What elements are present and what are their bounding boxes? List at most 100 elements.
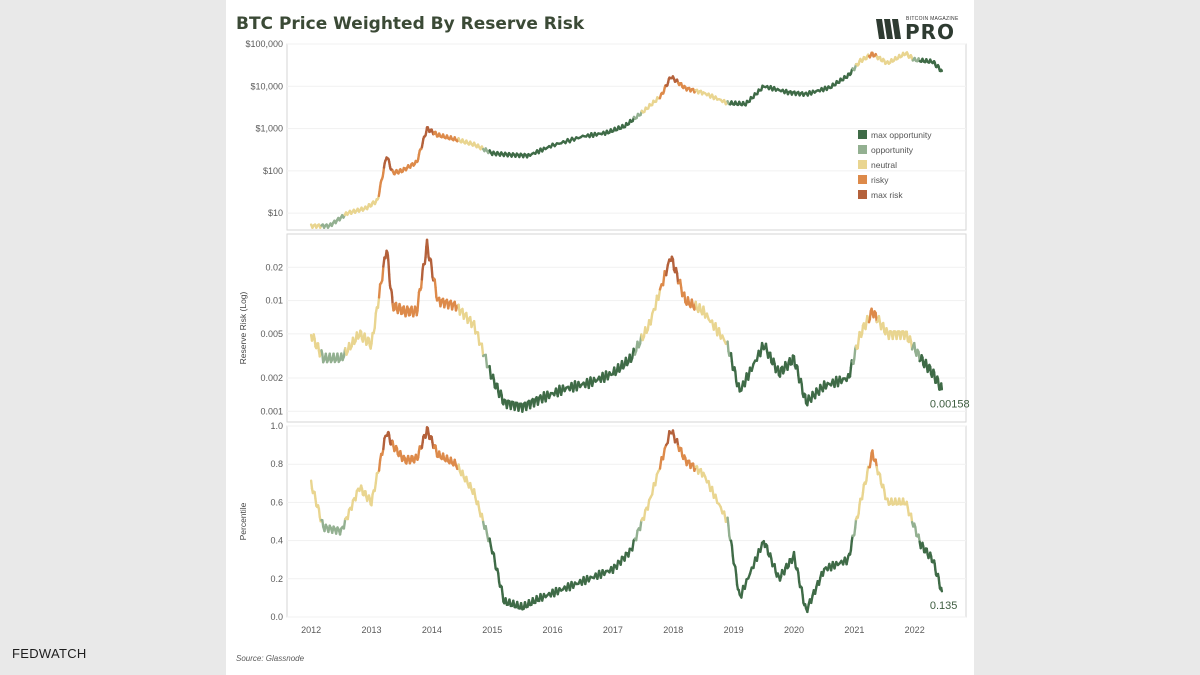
data-line-segment xyxy=(382,437,386,451)
data-line-segment xyxy=(476,331,481,346)
data-line-segment xyxy=(680,447,684,458)
data-line-segment xyxy=(488,364,493,380)
data-line-segment xyxy=(472,488,477,499)
data-line-segment xyxy=(631,539,635,552)
data-line-segment xyxy=(309,479,314,490)
y-tick-label: 0.005 xyxy=(260,329,283,339)
data-line-segment xyxy=(373,481,378,493)
data-line-segment xyxy=(434,286,438,299)
data-line-segment xyxy=(501,592,505,603)
data-line-segment xyxy=(865,471,869,482)
data-line-segment xyxy=(342,517,347,530)
data-line-segment xyxy=(853,526,857,537)
logo-bars-icon xyxy=(876,19,901,39)
data-line-segment xyxy=(381,265,385,282)
data-line-segment xyxy=(810,594,814,605)
data-line-segment xyxy=(895,330,900,341)
data-line-segment xyxy=(509,400,514,411)
chart-card: BTC Price Weighted By Reserve Risk BITCO… xyxy=(226,0,974,675)
legend-label: max opportunity xyxy=(871,130,932,140)
data-line-segment xyxy=(869,451,873,463)
data-line-segment xyxy=(370,493,374,507)
fedwatch-watermark: FEDWATCH xyxy=(12,646,87,661)
data-line-segment xyxy=(500,393,504,405)
legend-label: opportunity xyxy=(871,145,914,155)
data-line-segment xyxy=(743,578,748,591)
brand-logo: BITCOIN MAGAZINE PRO xyxy=(876,14,968,44)
data-line-segment xyxy=(857,503,861,515)
data-line-segment xyxy=(528,399,533,410)
data-line-segment xyxy=(661,447,666,461)
data-line-segment xyxy=(787,557,791,568)
y-tick-label: 1.0 xyxy=(270,421,283,431)
x-tick-label: 2015 xyxy=(482,625,502,635)
x-tick-label: 2018 xyxy=(663,625,683,635)
data-line-segment xyxy=(887,329,892,341)
data-line-segment xyxy=(317,507,321,518)
data-line-segment xyxy=(370,331,374,346)
end-value-label: 0.00158 xyxy=(930,398,970,410)
data-line-segment xyxy=(940,68,944,73)
y-tick-label: 0.001 xyxy=(260,406,283,416)
data-line-segment xyxy=(848,366,853,378)
data-line-segment xyxy=(759,541,764,553)
data-line-segment xyxy=(619,555,624,566)
data-line-segment xyxy=(860,324,865,335)
panel-frame xyxy=(286,425,967,618)
x-tick-label: 2013 xyxy=(361,625,381,635)
data-line-segment xyxy=(350,499,355,511)
logo-subtitle: BITCOIN MAGAZINE xyxy=(906,16,959,22)
data-line-segment xyxy=(714,493,719,505)
data-line-segment xyxy=(800,586,804,597)
data-line-segment xyxy=(731,554,735,565)
data-line-segment xyxy=(773,562,777,574)
y-tick-label: $10 xyxy=(268,208,283,218)
data-line-segment xyxy=(913,341,917,353)
data-line-segment xyxy=(493,560,497,570)
data-line-segment xyxy=(730,544,734,557)
data-line-segment xyxy=(316,342,321,352)
x-tick-label: 2019 xyxy=(724,625,744,635)
data-line-segment xyxy=(513,401,518,412)
data-line-segment xyxy=(792,550,797,561)
data-line-segment xyxy=(854,518,858,529)
data-line-segment xyxy=(755,548,760,562)
y-tick-label: 0.8 xyxy=(270,459,283,469)
data-line-segment xyxy=(484,353,489,369)
end-value-label: 0.135 xyxy=(930,600,958,612)
data-line-segment xyxy=(615,559,620,570)
data-line-segment xyxy=(635,529,639,542)
data-line-segment xyxy=(737,382,741,393)
data-line-segment xyxy=(658,456,663,470)
data-line-segment xyxy=(849,540,853,552)
data-line-segment xyxy=(899,330,903,341)
data-line-segment xyxy=(726,340,730,353)
data-line-segment xyxy=(484,525,489,536)
logo-pro-text: PRO xyxy=(905,20,956,44)
y-tick-label: $100,000 xyxy=(245,39,283,49)
data-line-segment xyxy=(651,481,655,496)
data-line-segment xyxy=(797,571,801,583)
panel-frame xyxy=(286,233,967,423)
data-line-segment xyxy=(521,402,525,413)
data-line-segment xyxy=(792,355,797,367)
data-line-segment xyxy=(426,246,430,259)
x-tick-label: 2012 xyxy=(301,625,321,635)
data-line-segment xyxy=(729,352,734,363)
y-tick-label: 0.02 xyxy=(265,262,283,272)
data-line-segment xyxy=(764,342,769,353)
legend-swatch xyxy=(858,130,867,139)
data-line-segment xyxy=(671,257,676,271)
data-line-segment xyxy=(871,449,875,461)
y-tick-label: 0.6 xyxy=(270,497,283,507)
data-line-segment xyxy=(940,586,944,593)
y-axis-label: Reserve Risk (Log) xyxy=(238,291,248,364)
x-tick-label: 2014 xyxy=(422,625,442,635)
data-line-segment xyxy=(496,382,500,393)
y-tick-label: 0.4 xyxy=(270,536,283,546)
data-line-segment xyxy=(735,573,739,587)
x-tick-label: 2017 xyxy=(603,625,623,635)
y-tick-label: 0.2 xyxy=(270,574,283,584)
data-line-segment xyxy=(686,296,691,306)
data-line-segment xyxy=(806,603,810,614)
